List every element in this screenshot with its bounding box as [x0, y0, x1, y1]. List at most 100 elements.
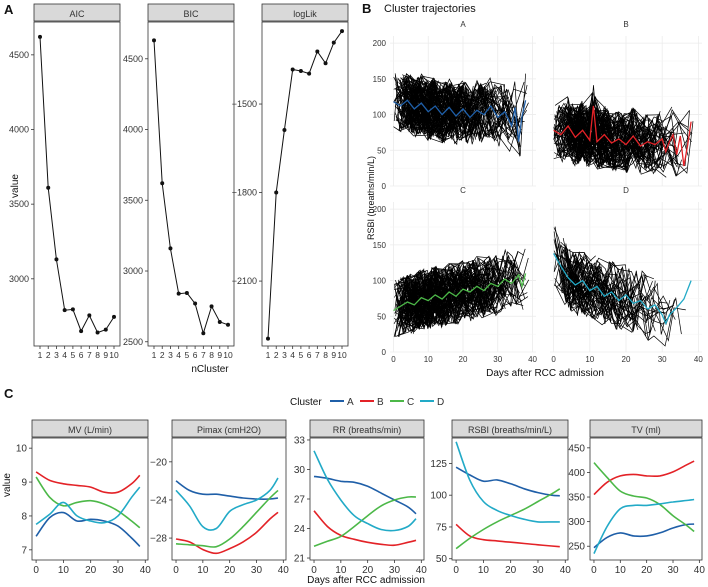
trajectory-line [394, 74, 428, 132]
legend-title: Cluster [290, 397, 322, 408]
x-tick-label: 3 [168, 350, 173, 360]
panel-b-facet-title: C [460, 186, 466, 195]
y-tick-label: 27 [294, 495, 306, 506]
y-tick-label: 75 [436, 522, 448, 533]
panel-c-curve-d [455, 441, 560, 523]
panel-b-individual-trajectories [393, 248, 530, 338]
y-tick-label: 24 [294, 524, 306, 535]
y-tick-label: 21 [294, 554, 306, 565]
panel-a-point [95, 330, 100, 335]
panel-a-point [87, 313, 92, 318]
trajectory-line [411, 76, 477, 131]
trajectory-line [568, 115, 676, 169]
panel-a-point [266, 336, 270, 341]
legend-label-d: D [437, 397, 444, 408]
x-tick-label: 40 [278, 565, 290, 576]
y-tick-label: 125 [430, 459, 447, 470]
panel-a-point [201, 331, 206, 336]
panel-a-point [323, 61, 328, 66]
x-tick-label: 10 [58, 565, 70, 576]
panel-c-facet-strip [451, 419, 569, 438]
y-tick-label: 4000 [123, 125, 143, 135]
trajectory-line [398, 73, 461, 132]
x-tick-label: 10 [585, 355, 594, 364]
y-tick-label: −28 [150, 534, 167, 545]
panel-a-point [54, 257, 59, 262]
panel-c-facet-strip-label: RSBI (breaths/min/L) [468, 425, 552, 435]
panel-c-facet-strip [171, 419, 287, 438]
x-tick-label: 0 [33, 565, 39, 576]
panel-a-point [209, 304, 214, 309]
trajectory-line [402, 273, 516, 325]
trajectory-line [573, 261, 686, 342]
panel-c-xlabel: Days after RCC admission [307, 575, 425, 586]
y-tick-label: 100 [430, 491, 447, 502]
y-tick-label: 30 [294, 465, 306, 476]
panel-a-point [217, 319, 222, 324]
panel-c-curve-b [593, 460, 695, 496]
x-tick-label: 9 [103, 350, 108, 360]
x-tick-label: 4 [62, 350, 67, 360]
x-tick-label: 0 [173, 565, 179, 576]
x-tick-label: 0 [551, 355, 556, 364]
panel-b-mean-line-c [393, 273, 527, 312]
x-tick-label: 20 [459, 355, 468, 364]
trajectory-line [553, 108, 664, 165]
y-tick-label: 150 [373, 241, 387, 250]
trajectory-line [557, 258, 578, 306]
panel-c-facet-2: RR (breaths/min) 21 24 27 30 33 0 10 20 30 40 [294, 419, 427, 576]
y-tick-label: 9 [21, 478, 27, 489]
y-tick-label: 0 [382, 182, 387, 191]
panel-b-facet-d: D 0 10 20 30 40 [550, 186, 703, 364]
panel-b-ylabel: RSBI (breaths/min/L) [366, 156, 376, 240]
panel-b-mean-line-d [553, 253, 692, 326]
panel-b-facet-title: A [460, 20, 466, 29]
x-tick-label: 2 [160, 350, 165, 360]
panel-a-point [307, 71, 312, 76]
x-tick-label: 10 [478, 565, 490, 576]
panel-a-point [331, 40, 336, 45]
panel-c-curve-c [35, 476, 141, 529]
panel-c-ylabel: value [2, 473, 13, 497]
panel-c-facet-frame [451, 437, 569, 561]
panel-a-point [226, 322, 230, 327]
panel-a-facet-aic: AIC 3000 3500 4000 4500 1 2 3 4 5 6 7 8 9 10 [9, 3, 121, 360]
trajectory-line [553, 104, 659, 170]
panel-c-curve-c [175, 489, 279, 548]
y-tick-label: 200 [373, 205, 387, 214]
panel-b-facet-c: C 0 50 100 150 200 0 10 20 30 40 [373, 186, 538, 364]
panel-a-ylabel: value [10, 174, 21, 198]
y-tick-label: 400 [568, 468, 585, 479]
panel-a-xlabel: nCluster [191, 364, 229, 375]
panel-a-facet-loglik: logLik −2100 −1800 −1500 1 2 3 4 5 6 7 8 9 10 [232, 3, 349, 360]
x-tick-label: 10 [223, 350, 233, 360]
y-tick-label: 10 [16, 444, 28, 455]
x-tick-label: 1 [152, 350, 157, 360]
x-tick-label: 6 [79, 350, 84, 360]
panel-a-facet-strip-label: BIC [183, 9, 199, 19]
trajectory-line [400, 86, 494, 142]
panel-a-point [340, 29, 344, 34]
x-tick-label: 2 [274, 350, 279, 360]
trajectory-line [558, 109, 651, 165]
trajectory-line [399, 281, 447, 318]
panel-a-point [168, 246, 173, 251]
panel-c-curve-c [593, 462, 695, 533]
trajectory-line [563, 246, 608, 316]
y-tick-label: 3500 [9, 199, 29, 209]
x-tick-label: 10 [424, 355, 433, 364]
y-tick-label: 200 [373, 39, 387, 48]
trajectory-line [407, 86, 496, 133]
x-tick-label: 20 [641, 565, 653, 576]
x-tick-label: 10 [335, 565, 347, 576]
x-tick-label: 30 [667, 565, 679, 576]
trajectory-line [399, 286, 465, 317]
panel-c-curve-a [593, 523, 695, 549]
panel-a-facet-frame [33, 21, 121, 347]
panel-a-point [290, 67, 295, 72]
trajectory-line [567, 275, 587, 298]
x-tick-label: 10 [615, 565, 627, 576]
x-tick-label: 1 [266, 350, 271, 360]
trajectory-line [395, 83, 510, 143]
